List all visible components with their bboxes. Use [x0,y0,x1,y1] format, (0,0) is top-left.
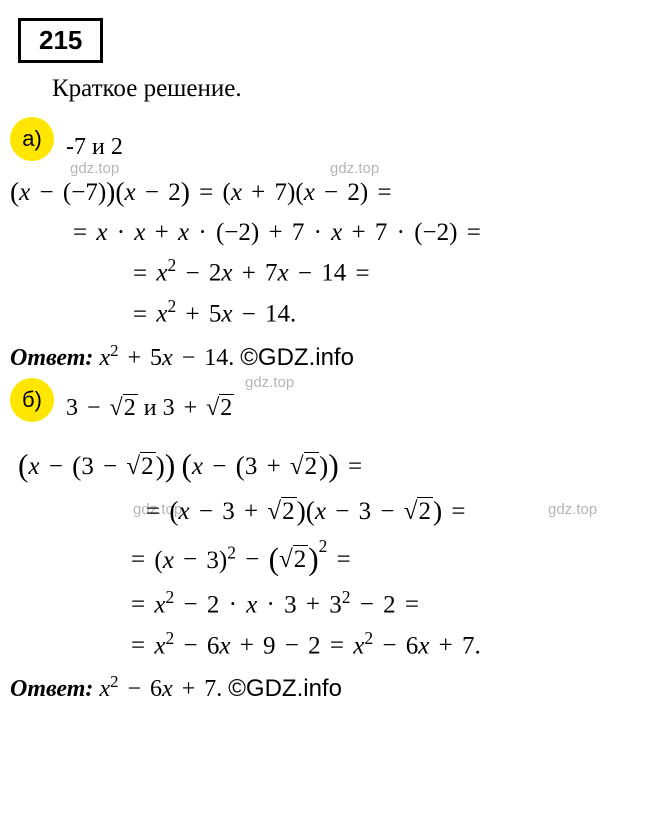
part-b-answer: Ответ: x2 − 6x + 7. ©GDZ.info [10,672,635,703]
part-a-roots: -7 и 2 [66,134,123,161]
math-line: = x2 − 2 · x · 3 + 32 − 2 = [18,584,635,625]
math-line: = x2 + 5x − 14. [10,293,635,334]
answer-value: x2 − 6x + 7. [99,676,222,702]
part-a-math: gdz.top gdz.top (x − (−7))(x − 2) = (x +… [10,171,635,335]
part-a-badge: а) [10,117,54,161]
part-b-header: б) 3 − 2 и 3 + 2 [10,378,635,422]
part-b-roots: 3 − 2 и 3 + 2 [66,395,234,422]
answer-value: x2 + 5x − 14. [99,345,234,371]
problem-number: 215 [18,18,103,63]
math-line: = (x − 3)2 − (2)2 = [18,533,635,584]
answer-label: Ответ: [10,345,93,371]
math-line: (x − (−7))(x − 2) = (x + 7)(x − 2) = [10,171,635,214]
subtitle: Краткое решение. [52,75,635,103]
part-a-answer: Ответ: x2 + 5x − 14. ©GDZ.info [10,341,635,372]
math-line: = x2 − 2x + 7x − 14 = [10,252,635,293]
answer-label: Ответ: [10,676,93,702]
part-b-badge: б) [10,378,54,422]
part-b-math: (x − (3 − 2)) (x − (3 + 2)) = gdz.top gd… [18,442,635,666]
part-a-header: а) -7 и 2 [10,117,635,161]
math-line: (x − (3 − 2)) (x − (3 + 2)) = [18,442,635,490]
copyright: ©GDZ.info [228,675,342,702]
math-line: = (x − 3 + 2)(x − 3 − 2) = [18,490,635,533]
copyright: ©GDZ.info [240,344,354,371]
math-line: = x2 − 6x + 9 − 2 = x2 − 6x + 7. [18,625,635,666]
math-line: = x · x + x · (−2) + 7 · x + 7 · (−2) = [10,214,635,253]
